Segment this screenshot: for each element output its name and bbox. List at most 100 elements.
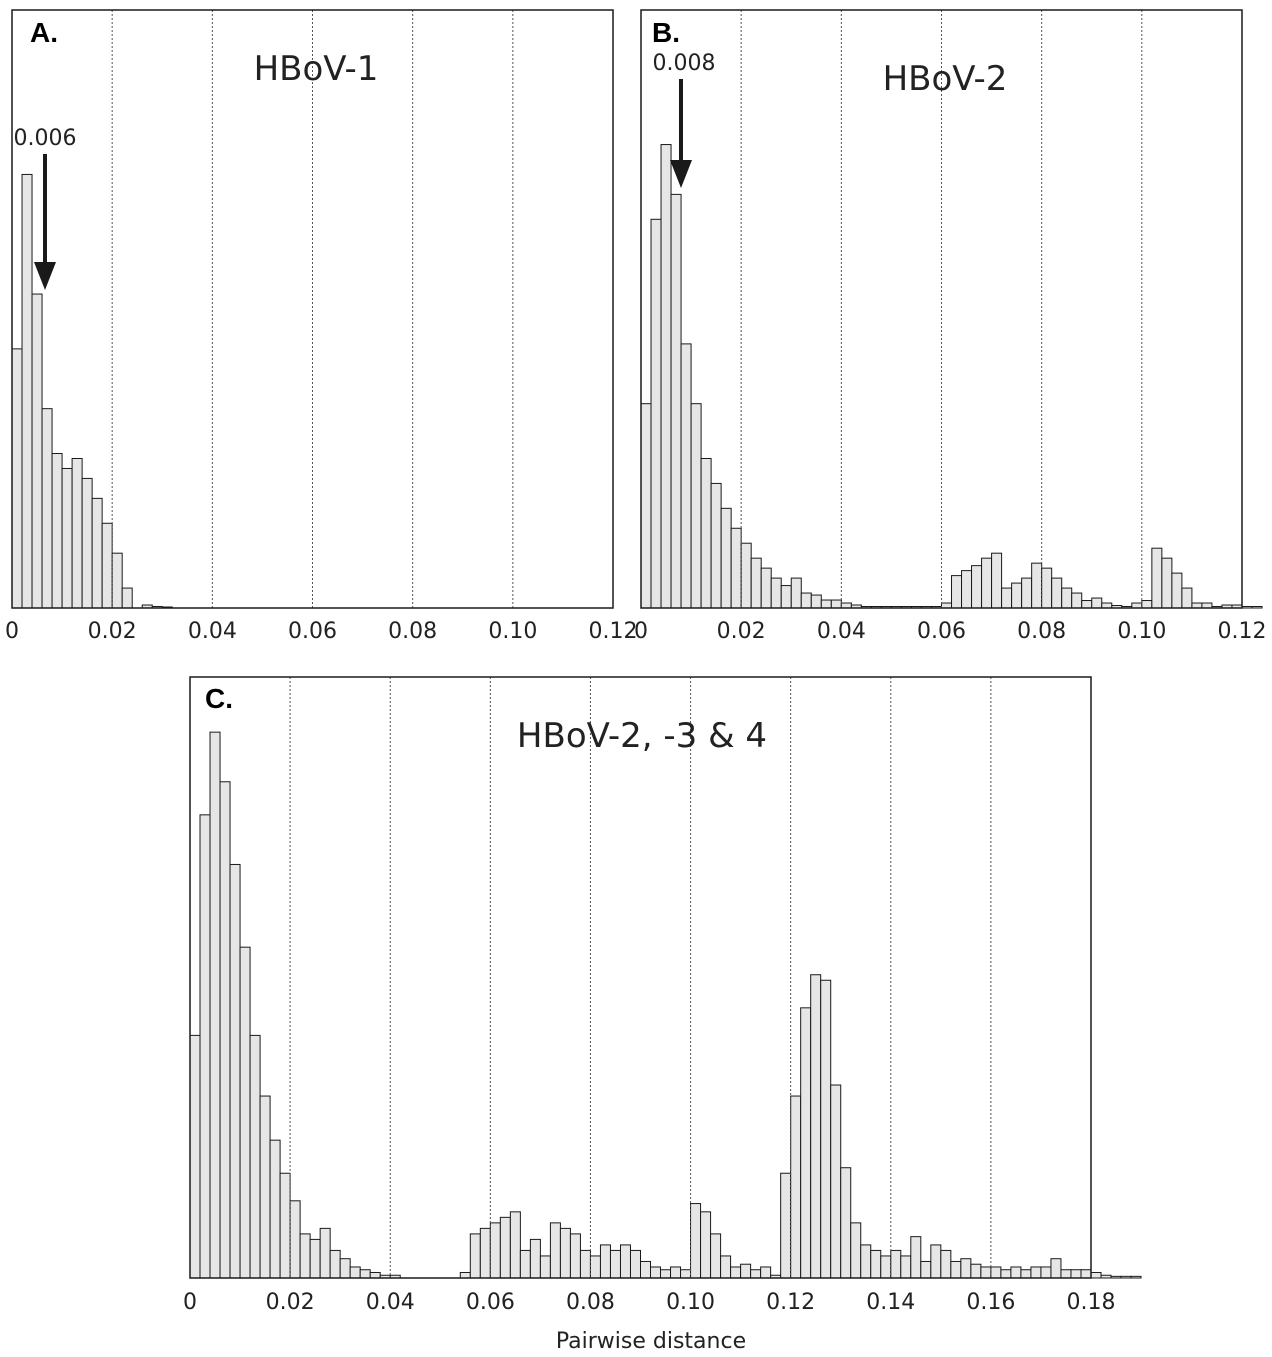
histogram-bar [750, 1269, 762, 1279]
histogram-bar [1100, 1274, 1112, 1279]
panel-a-gridlines [111, 10, 514, 608]
panel-b-arrow-head [670, 160, 692, 188]
histogram-bar [469, 1233, 481, 1279]
x-tick-label: 0.08 [388, 619, 437, 644]
histogram-bar [101, 522, 113, 609]
histogram-bar [760, 567, 772, 609]
x-tick-label: 0.08 [566, 1290, 615, 1315]
x-tick-label: 0.12 [1218, 619, 1267, 644]
histogram-bar [1171, 572, 1183, 609]
panel-a: A. HBoV-1 0.006 0 0.02 0.04 0.06 0.08 0.10 0.1… [5, 9, 637, 644]
histogram-bar [660, 1269, 672, 1279]
panel-a-arrow-annotation: 0.006 [14, 126, 77, 290]
histogram-bar [249, 1034, 261, 1279]
histogram-bar [710, 482, 722, 609]
histogram-bar [1091, 597, 1103, 609]
histogram-bar [650, 1266, 662, 1279]
histogram-bar [770, 577, 782, 609]
histogram-bar [740, 1263, 752, 1279]
x-axis-label: Pairwise distance [556, 1329, 746, 1354]
x-tick-label: 0 [634, 619, 648, 644]
x-tick-label: 0 [5, 619, 19, 644]
histogram-bar [1181, 587, 1193, 609]
histogram-bar [1130, 1275, 1142, 1279]
histogram-bar [930, 1244, 942, 1279]
x-tick-label: 0.04 [817, 619, 866, 644]
histogram-bar [1051, 577, 1063, 609]
histogram-bar [299, 1233, 311, 1279]
histogram-bar [539, 1255, 551, 1279]
histogram-bar [1241, 606, 1253, 609]
histogram-bar [800, 592, 812, 609]
histogram-bar [1020, 1269, 1032, 1279]
histogram-bar [960, 1258, 972, 1279]
histogram-bar [890, 1249, 902, 1279]
x-tick-label: 0.02 [266, 1290, 315, 1315]
panel-c-bars [189, 731, 1142, 1279]
panel-a-annotation-label: 0.006 [14, 126, 77, 151]
x-tick-label: 0.02 [88, 619, 137, 644]
histogram-bar [609, 1249, 621, 1279]
histogram-bar [790, 577, 802, 609]
histogram-bar [860, 1244, 872, 1279]
histogram-bar [339, 1258, 351, 1279]
panel-b-frame [640, 9, 1243, 609]
histogram-bar [830, 599, 842, 609]
histogram-bar [269, 1139, 281, 1279]
histogram-bar [589, 1255, 601, 1279]
histogram-bar [720, 1255, 732, 1279]
histogram-bar [11, 348, 23, 609]
histogram-bar [1141, 600, 1153, 609]
histogram-bar [61, 467, 73, 609]
histogram-bar [820, 979, 832, 1279]
x-tick-label: 0.10 [666, 1290, 715, 1315]
histogram-bar [459, 1271, 471, 1279]
histogram-bar [910, 1236, 922, 1279]
x-tick-label: 0.06 [288, 619, 337, 644]
histogram-bar [81, 477, 93, 609]
histogram-bar [1031, 562, 1043, 609]
histogram-bar [750, 557, 762, 609]
histogram-bar [1070, 1269, 1082, 1279]
panel-c-label: C. [205, 683, 233, 714]
histogram-bar [499, 1216, 511, 1279]
histogram-bar [619, 1244, 631, 1279]
panel-b-label: B. [652, 17, 680, 48]
x-tick-label: 0.10 [1117, 619, 1166, 644]
panel-b: B. HBoV-2 0.008 0 0.02 0.04 0.06 0.08 0.10 0.1… [634, 9, 1266, 644]
histogram-bar [289, 1200, 301, 1279]
panel-c-gridlines [289, 677, 992, 1278]
histogram-bar [951, 575, 963, 609]
histogram-bar [559, 1227, 571, 1279]
histogram-bar [830, 1084, 842, 1279]
histogram-bar [810, 974, 822, 1279]
histogram-bar [900, 1255, 912, 1279]
x-tick-label: 0.08 [1017, 619, 1066, 644]
histogram-bar [1000, 1269, 1012, 1279]
panel-a-x-axis-ticks: 0 0.02 0.04 0.06 0.08 0.10 0.12 [5, 619, 637, 644]
histogram-bar [1021, 577, 1033, 609]
histogram-bar [1251, 606, 1263, 609]
x-tick-label: 0.06 [466, 1290, 515, 1315]
histogram-bar [51, 453, 63, 609]
x-tick-label: 0.14 [866, 1290, 915, 1315]
histogram-bar [569, 1233, 581, 1279]
panel-b-x-axis-ticks: 0 0.02 0.04 0.06 0.08 0.10 0.12 [634, 619, 1266, 644]
panel-b-annotation-label: 0.008 [653, 51, 716, 76]
histogram-bar [700, 1211, 712, 1279]
histogram-bar [509, 1211, 521, 1279]
histogram-bar [970, 1263, 982, 1279]
histogram-bar [780, 1172, 792, 1279]
panel-c-x-axis-ticks: 0 0.02 0.04 0.06 0.08 0.10 0.12 0.14 0.16 0.18 [183, 1290, 1115, 1315]
histogram-bar [369, 1271, 381, 1279]
panel-a-bars [11, 173, 173, 609]
x-tick-label: 0 [183, 1290, 197, 1315]
histogram-bar [199, 814, 211, 1279]
histogram-bar [479, 1227, 491, 1279]
histogram-bar [121, 587, 133, 609]
histogram-bar [990, 1266, 1002, 1279]
histogram-bar [71, 458, 83, 609]
histogram-bar [1061, 587, 1073, 609]
histogram-bar [790, 1095, 802, 1279]
panel-c-title: HBoV-2, -3 & 4 [517, 716, 767, 756]
